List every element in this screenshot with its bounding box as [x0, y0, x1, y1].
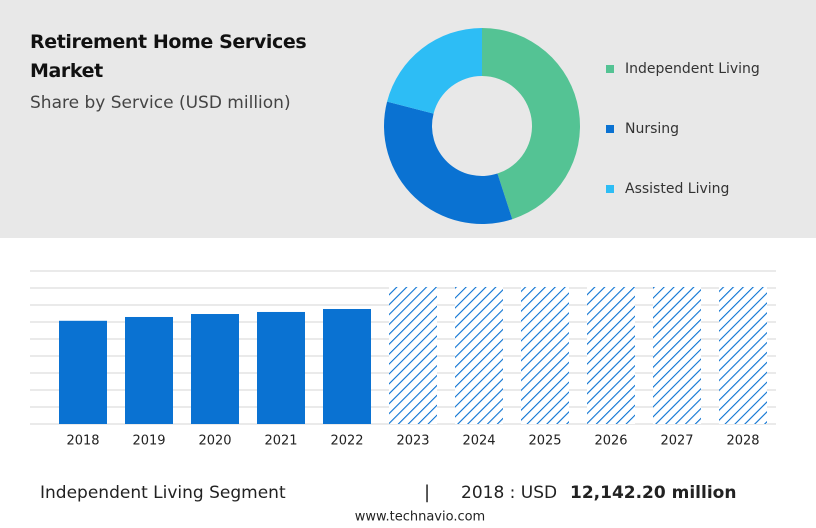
forecast-bar — [455, 286, 503, 424]
footer-segment: Independent Living Segment — [40, 483, 286, 503]
x-tick-label: 2028 — [726, 434, 759, 449]
subtitle: Share by Service (USD million) — [30, 93, 291, 113]
chart-title: Retirement Home Services Market — [30, 31, 307, 82]
x-tick-label: 2019 — [132, 434, 165, 449]
legend-label: Independent Living — [625, 61, 760, 77]
donut-segment — [387, 28, 482, 114]
x-tick-label: 2026 — [594, 434, 627, 449]
legend-swatch — [606, 185, 614, 193]
x-tick-label: 2025 — [528, 434, 561, 449]
footer-value: 12,142.20 million — [570, 483, 736, 503]
x-tick-label: 2027 — [660, 434, 693, 449]
title-box: Retirement Home Services Market — [30, 31, 307, 82]
bar — [125, 316, 173, 424]
footer-separator: | — [424, 482, 430, 503]
bar — [191, 314, 239, 424]
bar — [59, 320, 107, 424]
forecast-bar — [719, 286, 767, 424]
bar — [257, 311, 305, 424]
footer-source: www.technavio.com — [355, 510, 485, 525]
x-tick-label: 2021 — [264, 434, 297, 449]
x-tick-label: 2018 — [66, 434, 99, 449]
donut-segment — [384, 101, 513, 224]
bar — [323, 308, 371, 424]
donut-segment — [482, 28, 580, 220]
legend-swatch — [606, 65, 614, 73]
forecast-bar — [521, 286, 569, 424]
legend-label: Nursing — [625, 121, 679, 137]
x-tick-label: 2023 — [396, 434, 429, 449]
footer-year: 2018 : USD — [461, 483, 557, 503]
legend-swatch — [606, 125, 614, 133]
x-tick-label: 2022 — [330, 434, 363, 449]
x-tick-label: 2020 — [198, 434, 231, 449]
x-tick-label: 2024 — [462, 434, 495, 449]
forecast-bar — [587, 286, 635, 424]
legend-label: Assisted Living — [625, 181, 729, 197]
forecast-bar — [653, 286, 701, 424]
forecast-bar — [389, 286, 437, 424]
